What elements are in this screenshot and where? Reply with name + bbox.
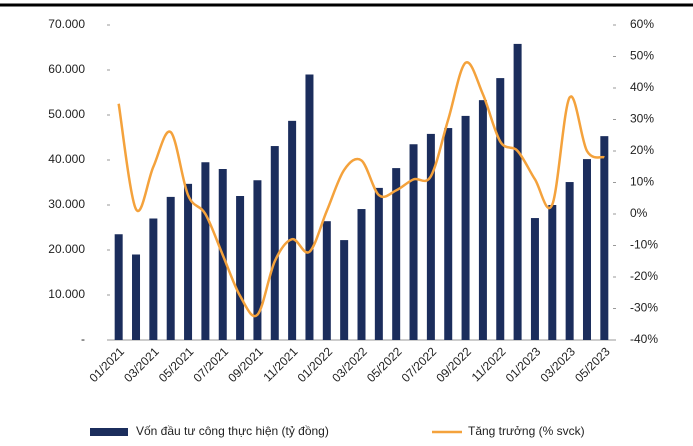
legend-label: Vốn đầu tư công thực hiện (tỷ đồng) [136,424,329,438]
x-tick-label: 05/2022 [364,344,405,385]
bar [530,218,539,340]
y2-tick-label: -30% [630,301,658,315]
bar [253,180,262,340]
x-tick-label: 07/2022 [399,344,440,385]
y2-tick-label: 50% [630,49,654,63]
y-tick-label: 10.000 [48,287,85,301]
y2-tick-label: -40% [630,332,658,346]
x-tick-label: 03/2023 [537,344,578,385]
bar [340,240,349,340]
y2-tick-label: 40% [630,80,654,94]
y-tick-label: 30.000 [48,197,85,211]
x-tick-label: 01/2023 [503,344,544,385]
y-tick-label: 60.000 [48,62,85,76]
bar [288,120,297,340]
x-tick-label: 01/2022 [295,344,336,385]
x-tick-label: 11/2022 [469,344,509,384]
bar [236,196,245,340]
x-tick-label: 11/2021 [261,344,301,384]
bar [184,183,193,340]
legend-label: Tăng trưởng (% svck) [468,424,585,438]
bar [600,136,609,340]
x-tick-label: 01/2021 [86,344,127,385]
x-tick-label: 03/2021 [121,344,162,385]
y-tick-label: 20.000 [48,242,85,256]
y-tick-label: - [81,332,85,346]
bar [565,182,574,340]
y2-tick-label: 30% [630,112,654,126]
bar [166,196,175,340]
x-tick-label: 05/2023 [572,344,613,385]
y2-tick-label: 0% [630,206,648,220]
y2-tick-label: 10% [630,175,654,189]
bar [149,218,158,340]
bar [582,159,591,340]
bar [132,254,141,340]
x-tick-label: 09/2022 [433,344,474,385]
y-tick-label: 40.000 [48,152,85,166]
y2-tick-label: -10% [630,238,658,252]
legend-swatch [90,428,128,436]
bar [322,221,331,340]
line [117,61,605,318]
bar [513,43,522,341]
bar [374,187,383,340]
bar [305,74,314,340]
x-tick-label: 07/2021 [191,344,232,385]
x-tick-label: 05/2021 [156,344,197,385]
y2-tick-label: 20% [630,143,654,157]
bar [496,78,505,340]
bar [114,234,123,340]
bar [426,133,435,340]
y-tick-label: 70.000 [48,17,85,31]
x-tick-label: 03/2022 [329,344,370,385]
y2-tick-label: -20% [630,269,658,283]
bar [548,205,557,340]
x-tick-label: 09/2021 [225,344,266,385]
bar [201,162,210,340]
bar [409,144,418,340]
bar [444,128,453,340]
bar [270,146,279,340]
y-tick-label: 50.000 [48,107,85,121]
bar [392,168,401,340]
bar [478,100,487,341]
bar [357,209,366,340]
y2-tick-label: 60% [630,17,654,31]
bar [461,115,470,341]
